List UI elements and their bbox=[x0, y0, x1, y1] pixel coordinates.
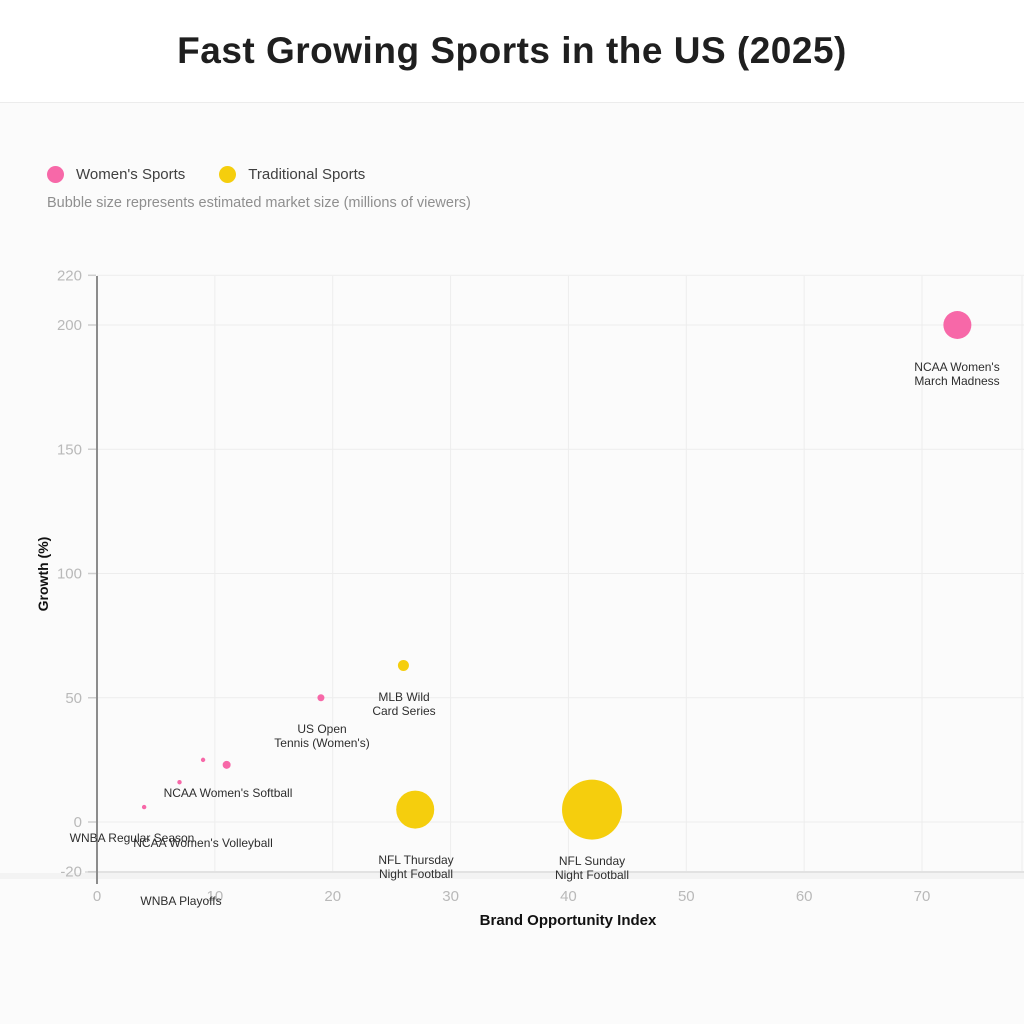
x-tick-label-0: 0 bbox=[93, 888, 101, 905]
x-tick-label-20: 20 bbox=[324, 888, 341, 905]
chart-title: Fast Growing Sports in the US (2025) bbox=[177, 30, 847, 71]
x-tick-label-60: 60 bbox=[796, 888, 813, 905]
bubble-label-us-open-tennis-women-s-line-2: Tennis (Women's) bbox=[274, 736, 369, 750]
bubble-label-mlb-wild-card-series-line-1: MLB Wild bbox=[378, 690, 429, 704]
bubble-label-nfl-thursday-night-football-line-2: Night Football bbox=[379, 867, 453, 881]
bubble-us-open-tennis-women-s[interactable] bbox=[317, 694, 325, 702]
x-tick-label-10: 10 bbox=[207, 888, 224, 905]
legend-swatch-womens-icon bbox=[47, 166, 64, 183]
legend-label-womens: Women's Sports bbox=[76, 166, 186, 183]
y-tick-label-200: 200 bbox=[57, 317, 82, 334]
bubble-wnba-playoffs[interactable] bbox=[177, 780, 182, 785]
x-tick-label-70: 70 bbox=[914, 888, 931, 905]
y-tick-label--20: -20 bbox=[60, 864, 82, 881]
bubble-label-nfl-sunday-night-football-line-2: Night Football bbox=[555, 868, 629, 882]
bubble-label-ncaa-women-s-volleyball: NCAA Women's Volleyball bbox=[133, 836, 272, 850]
x-tick-label-30: 30 bbox=[442, 888, 459, 905]
legend-item-womens-sports[interactable]: Women's Sports bbox=[47, 166, 185, 183]
bubble-label-mlb-wild-card-series-line-2: Card Series bbox=[372, 704, 435, 718]
bubble-label-wnba-regular-season: WNBA Regular Season bbox=[70, 831, 195, 845]
bubble-label-nfl-sunday-night-football-line-1: NFL Sunday bbox=[559, 854, 625, 868]
bubble-ncaa-women-s-volleyball[interactable] bbox=[200, 757, 206, 763]
bubble-label-ncaa-women-s-march-madness-line-2: March Madness bbox=[914, 374, 999, 388]
bubble-label-wnba-playoffs: WNBA Playoffs bbox=[140, 894, 221, 908]
bubble-ncaa-women-s-march-madness[interactable] bbox=[943, 311, 972, 339]
y-tick-label-100: 100 bbox=[57, 566, 82, 583]
bubble-nfl-thursday-night-football[interactable] bbox=[396, 790, 435, 829]
bubble-label-nfl-thursday-night-football-line-1: NFL Thursday bbox=[378, 853, 453, 867]
axis-bottom-band bbox=[0, 873, 1024, 879]
bubble-label-ncaa-women-s-softball: NCAA Women's Softball bbox=[164, 786, 293, 800]
bubble-ncaa-women-s-softball[interactable] bbox=[222, 760, 231, 769]
y-tick-label-50: 50 bbox=[65, 690, 82, 707]
x-axis-title: Brand Opportunity Index bbox=[479, 912, 657, 929]
legend-swatch-traditional-icon bbox=[219, 166, 237, 183]
y-tick-label-0: 0 bbox=[74, 814, 82, 831]
bubble-size-note: Bubble size represents estimated market … bbox=[47, 195, 471, 211]
x-tick-label-40: 40 bbox=[560, 888, 577, 905]
chart-legend: Women's Sports Traditional Sports bbox=[47, 166, 365, 183]
bubble-label-us-open-tennis-women-s-line-1: US Open bbox=[297, 722, 346, 736]
legend-item-traditional-sports[interactable]: Traditional Sports bbox=[219, 166, 365, 183]
y-tick-label-150: 150 bbox=[57, 441, 82, 458]
legend-label-traditional: Traditional Sports bbox=[248, 166, 366, 183]
x-tick-label-50: 50 bbox=[678, 888, 695, 905]
bubble-wnba-regular-season[interactable] bbox=[141, 804, 147, 810]
bubble-mlb-wild-card-series[interactable] bbox=[397, 659, 409, 671]
bubble-label-ncaa-women-s-march-madness-line-1: NCAA Women's bbox=[914, 360, 999, 374]
y-tick-label-220: 220 bbox=[57, 267, 82, 284]
y-axis-title: Growth (%) bbox=[35, 536, 51, 612]
bubble-nfl-sunday-night-football[interactable] bbox=[562, 779, 623, 840]
title-band: Fast Growing Sports in the US (2025) bbox=[0, 0, 1024, 103]
